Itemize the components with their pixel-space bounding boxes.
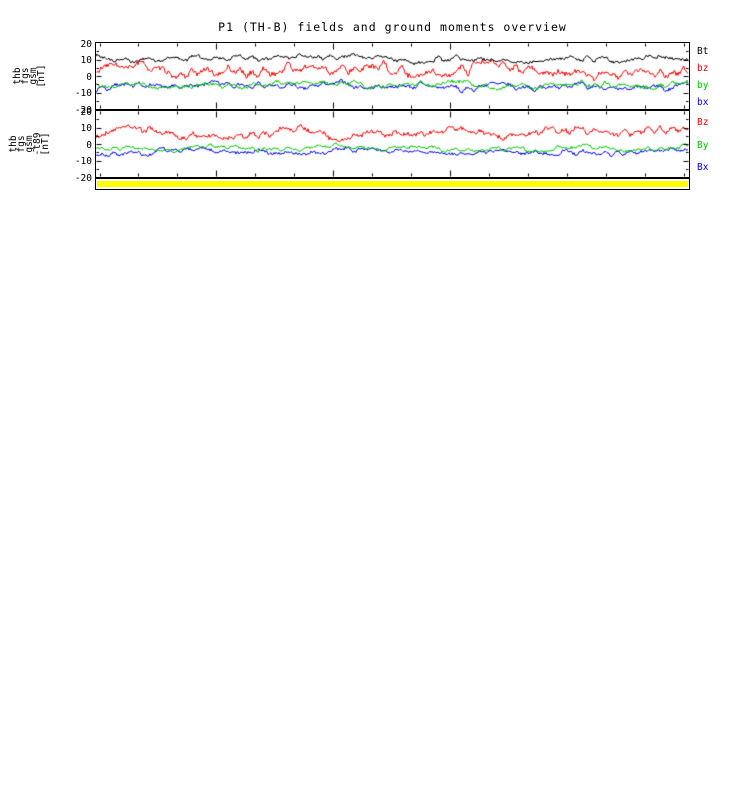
panel-flag-bar <box>95 178 690 190</box>
ytick-label-fgs-gsm-t89: 10 <box>80 123 92 134</box>
ytick-label-fgs-gsm-t89: -10 <box>74 156 92 167</box>
legend-fgs-gsm-t89-By: By <box>697 139 709 151</box>
ytick-label-fgs-gsm: -10 <box>74 88 92 99</box>
flag-bar-fill <box>97 181 688 187</box>
legend-fgs-gsm-t89-Bx: Bx <box>697 162 709 174</box>
ytick-label-fgs-gsm-t89: 20 <box>80 106 92 118</box>
ytick-label-fgs-gsm: 0 <box>86 71 92 83</box>
legend-fgs-gsm-bz: bz <box>697 63 709 74</box>
panel-fgs-gsm-t89 <box>95 110 690 178</box>
fgs-gsm-canvas <box>96 43 689 109</box>
plot-title: P1 (TH-B) fields and ground moments over… <box>218 20 567 34</box>
ytick-label-fgs-gsm: 20 <box>80 38 92 50</box>
panel-fgs-gsm <box>95 42 690 110</box>
ytick-label-fgs-gsm: 10 <box>80 55 92 66</box>
legend-fgs-gsm-Bt: Bt <box>697 46 709 57</box>
ytick-label-fgs-gsm-t89: -20 <box>74 172 92 184</box>
legend-fgs-gsm-t89-Bz: Bz <box>697 116 709 128</box>
legend-fgs-gsm-by: by <box>697 80 709 91</box>
fgs-gsm-t89-canvas <box>96 111 689 177</box>
ytick-label-fgs-gsm-t89: 0 <box>86 139 92 151</box>
ytick-label-fgs-gsm: -20 <box>74 104 92 116</box>
legend-fgs-gsm-bx: bx <box>697 97 709 108</box>
